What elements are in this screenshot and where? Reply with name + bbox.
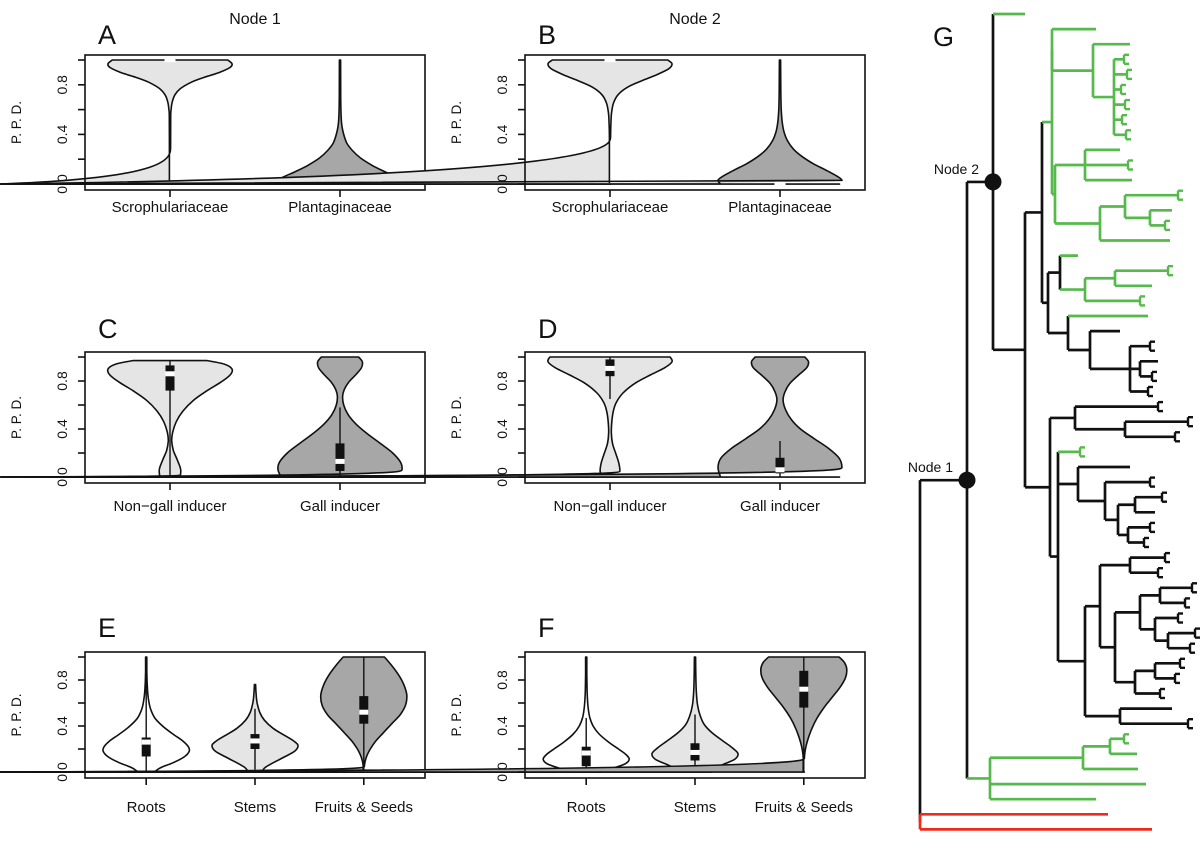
median-marker <box>774 181 786 187</box>
y-tick-label: 0.0 <box>494 762 510 782</box>
y-tick-label: 0.4 <box>54 124 70 144</box>
y-tick-label: 0.4 <box>54 716 70 736</box>
y-tick-label: 0.8 <box>54 75 70 95</box>
panel-A: Node 1A0.00.40.8P. P. D.Scrophulariaceae… <box>0 11 426 216</box>
iqr-box <box>165 365 175 391</box>
y-tick-label: 0.0 <box>494 467 510 487</box>
panel-letter-c: C <box>98 314 118 344</box>
tree-node-label-node-2: Node 2 <box>934 161 979 177</box>
iqr-box <box>141 737 151 757</box>
y-tick-label: 0.8 <box>494 75 510 95</box>
iqr-box <box>335 443 345 471</box>
column-title: Node 2 <box>669 11 721 28</box>
x-category-label-scrophulariaceae: Scrophulariaceae <box>112 199 229 216</box>
y-tick-label: 0.8 <box>494 670 510 690</box>
y-tick-label: 0.4 <box>494 419 510 439</box>
panel-D: D 0.0 0.4 0.8 P. P. D. Non−gall inducer Gall i… <box>0 314 866 515</box>
y-tick-label: 0.4 <box>54 419 70 439</box>
plot-border <box>524 54 866 191</box>
x-category-label-roots: Roots <box>567 799 606 816</box>
violin-roots <box>0 656 631 773</box>
y-tick-label: 0.8 <box>54 670 70 690</box>
median-marker <box>799 686 809 692</box>
x-category-label-stems: Stems <box>674 799 717 816</box>
iqr-box <box>775 457 785 474</box>
y-tick-label: 0.8 <box>494 371 510 391</box>
panel-letter-e: E <box>98 613 116 643</box>
x-category-label-non-gall-inducer: Non−gall inducer <box>554 498 667 515</box>
violin-non-gall-inducer <box>0 359 234 478</box>
violin-scrophulariaceae <box>0 59 233 185</box>
plot-border <box>84 54 426 191</box>
x-category-label-roots: Roots <box>127 799 166 816</box>
median-marker <box>775 467 785 473</box>
panel-C: C0.00.40.8P. P. D.Non−gall inducer Gall i… <box>0 314 426 515</box>
x-category-label-non-gall-inducer: Non−gall inducer <box>114 498 227 515</box>
x-category-label-plantaginaceae: Plantaginaceae <box>288 199 391 216</box>
y-axis-label: P. P. D. <box>449 101 464 144</box>
panel-G-cladogram: G Node 2 Node 1 <box>908 12 1200 831</box>
y-tick-label: 0.8 <box>54 371 70 391</box>
panel-B: Node 2 B 0.0 0.4 0.8 P. P. D. Scrophulariaceae… <box>0 11 866 216</box>
median-marker <box>581 750 591 756</box>
median-marker <box>250 738 260 744</box>
median-marker <box>690 749 700 755</box>
panel-letter-d: D <box>538 314 558 344</box>
tree-node-dot-node-1 <box>958 471 976 489</box>
median-marker <box>359 709 369 715</box>
median-marker <box>604 57 616 63</box>
x-category-label-scrophulariaceae: Scrophulariaceae <box>552 199 669 216</box>
tree-node-dot-node-2 <box>984 173 1002 191</box>
x-category-label-gall-inducer: Gall inducer <box>300 498 380 515</box>
panel-letter-a: A <box>98 20 116 50</box>
tree-node-label-node-1: Node 1 <box>908 459 953 475</box>
y-axis-label: P. P. D. <box>449 693 464 736</box>
violin-plantaginaceae <box>0 59 843 185</box>
y-axis-label: P. P. D. <box>9 693 24 736</box>
panel-letter-g: G <box>933 22 954 52</box>
violin-gall-inducer <box>0 356 843 478</box>
plot-border <box>524 351 866 484</box>
y-tick-label: 0.4 <box>494 716 510 736</box>
panel-letter-b: B <box>538 20 556 50</box>
panel-letter-f: F <box>538 613 555 643</box>
panel-F: F 0.0 0.4 0.8 P. P. D. Roots Stems Fruits & See… <box>0 613 866 816</box>
x-category-label-plantaginaceae: Plantaginaceae <box>728 199 831 216</box>
violin-roots <box>0 656 191 773</box>
violin-fruits-seeds <box>0 656 848 773</box>
plot-border <box>84 351 426 484</box>
violin-scrophulariaceae <box>0 59 673 185</box>
median-marker <box>335 458 345 464</box>
median-marker <box>141 739 151 745</box>
x-category-label-fruits-seeds: Fruits & Seeds <box>315 799 413 816</box>
x-category-label-stems: Stems <box>234 799 277 816</box>
y-axis-label: P. P. D. <box>9 396 24 439</box>
median-marker <box>165 371 175 377</box>
column-title: Node 1 <box>229 11 281 28</box>
x-category-label-gall-inducer: Gall inducer <box>740 498 820 515</box>
y-axis-label: P. P. D. <box>449 396 464 439</box>
y-tick-label: 0.0 <box>494 174 510 194</box>
median-marker <box>164 57 176 63</box>
iqr-box <box>581 746 591 767</box>
y-tick-label: 0.4 <box>494 124 510 144</box>
panel-E: E0.00.40.8P. P. D.Roots Stems Fruits & See… <box>0 613 426 816</box>
median-marker <box>605 365 615 371</box>
y-axis-label: P. P. D. <box>9 101 24 144</box>
x-category-label-fruits-seeds: Fruits & Seeds <box>755 799 853 816</box>
